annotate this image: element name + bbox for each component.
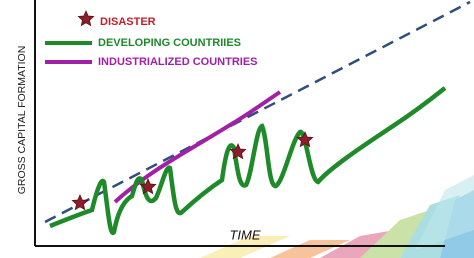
- legend-industrialized: INDUSTRIALIZED COUNTRIES: [98, 56, 258, 68]
- trend-line: [45, 2, 470, 222]
- y-axis-label: GROSS CAPITAL FORMATION: [16, 46, 28, 195]
- developing-line: [50, 88, 445, 233]
- legend-disaster-icon: [78, 11, 93, 26]
- x-axis-label: TIME: [229, 227, 260, 242]
- legend-disaster: DISASTER: [100, 16, 156, 28]
- diagram: GROSS CAPITAL FORMATION TIME DISASTER DE…: [0, 0, 474, 258]
- legend-developing: DEVELOPING COUNTRIIES: [98, 37, 241, 49]
- disaster-marker: [72, 195, 87, 210]
